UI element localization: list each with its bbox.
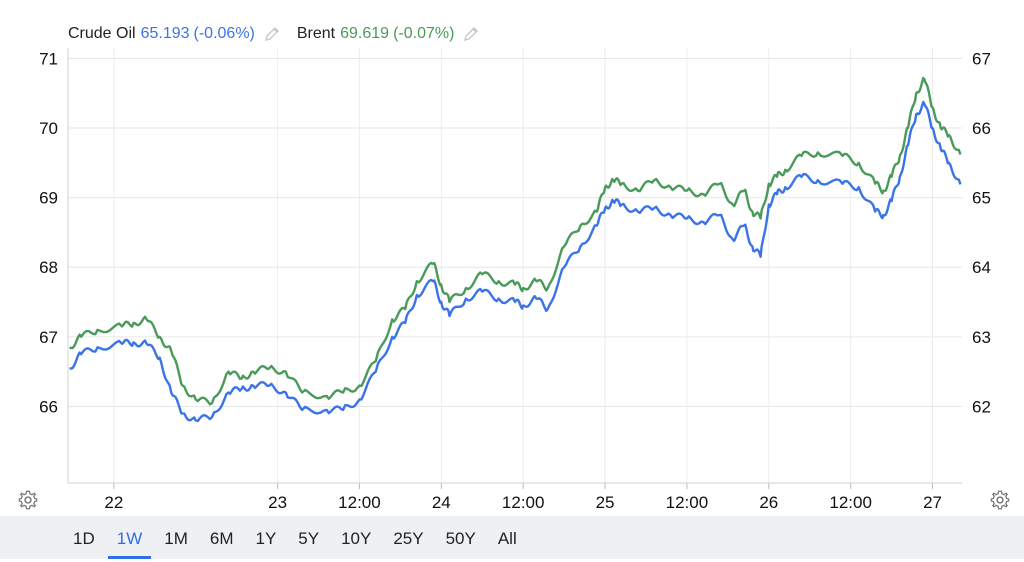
pencil-icon[interactable] (462, 25, 480, 43)
x-tick-label: 12:00 (338, 493, 381, 512)
y-tick-label-right: 62 (972, 397, 991, 416)
y-tick-label-left: 71 (39, 49, 58, 68)
y-tick-label-left: 70 (39, 119, 58, 138)
y-tick-label-left: 66 (39, 397, 58, 416)
x-tick-label: 12:00 (502, 493, 545, 512)
price-chart[interactable]: 66 67 68 69 70 71 62 63 64 65 66 67 22 23 12:00 24 12:00… (0, 0, 1024, 516)
y-tick-label-right: 65 (972, 189, 991, 208)
legend-item-brent[interactable]: Brent 69.619 (-0.07%) (297, 25, 481, 43)
x-tick-label: 12:00 (666, 493, 709, 512)
legend-item-crude-oil[interactable]: Crude Oil 65.193 (-0.06%) (68, 25, 281, 43)
series-line-brent (69, 76, 962, 406)
chart-series-lines (69, 76, 962, 423)
x-tick-label: 22 (104, 493, 123, 512)
range-button-5y[interactable]: 5Y (298, 529, 320, 548)
legend-series-change: (-0.07%) (393, 25, 455, 42)
x-tick-label: 27 (923, 493, 942, 512)
pencil-icon[interactable] (263, 25, 281, 43)
y-tick-label-right: 63 (972, 328, 991, 347)
legend-series-name: Crude Oil (68, 25, 136, 42)
range-button-1m[interactable]: 1M (164, 529, 188, 548)
y-tick-label-right: 67 (972, 49, 991, 68)
range-button-1w[interactable]: 1W (106, 516, 154, 559)
chart-axis-labels: 66 67 68 69 70 71 62 63 64 65 66 67 22 23 12:00 24 12:00… (39, 49, 991, 512)
gear-icon[interactable] (17, 489, 39, 511)
y-tick-label-left: 67 (39, 328, 58, 347)
range-button-all[interactable]: All (497, 529, 517, 548)
legend-series-change: (-0.06%) (193, 25, 255, 42)
x-tick-label: 12:00 (829, 493, 872, 512)
y-tick-label-left: 69 (39, 189, 58, 208)
range-button-1d[interactable]: 1D (73, 529, 95, 548)
y-tick-label-right: 64 (972, 258, 991, 277)
range-button-1y[interactable]: 1Y (255, 529, 277, 548)
series-line-crude-oil (69, 100, 962, 423)
y-tick-label-left: 68 (39, 258, 58, 277)
chart-grid (67, 48, 962, 489)
x-tick-label: 23 (268, 493, 287, 512)
legend-series-value: 69.619 (340, 25, 390, 42)
time-range-selector: 1D 1W 1M 6M 1Y 5Y 10Y 25Y 50Y All (0, 516, 1024, 559)
x-tick-label: 24 (432, 493, 451, 512)
x-tick-label: 26 (759, 493, 778, 512)
chart-legend: Crude Oil 65.193 (-0.06%) Brent 69.619 (… (68, 22, 496, 46)
gear-icon[interactable] (989, 489, 1011, 511)
legend-series-name: Brent (296, 25, 336, 42)
range-button-6m[interactable]: 6M (209, 529, 234, 548)
range-button-50y[interactable]: 50Y (445, 529, 476, 548)
x-tick-label: 25 (596, 493, 615, 512)
y-tick-label-right: 66 (972, 119, 991, 138)
range-button-10y[interactable]: 10Y (341, 529, 372, 548)
range-button-25y[interactable]: 25Y (393, 529, 424, 548)
legend-series-value: 65.193 (140, 25, 190, 42)
